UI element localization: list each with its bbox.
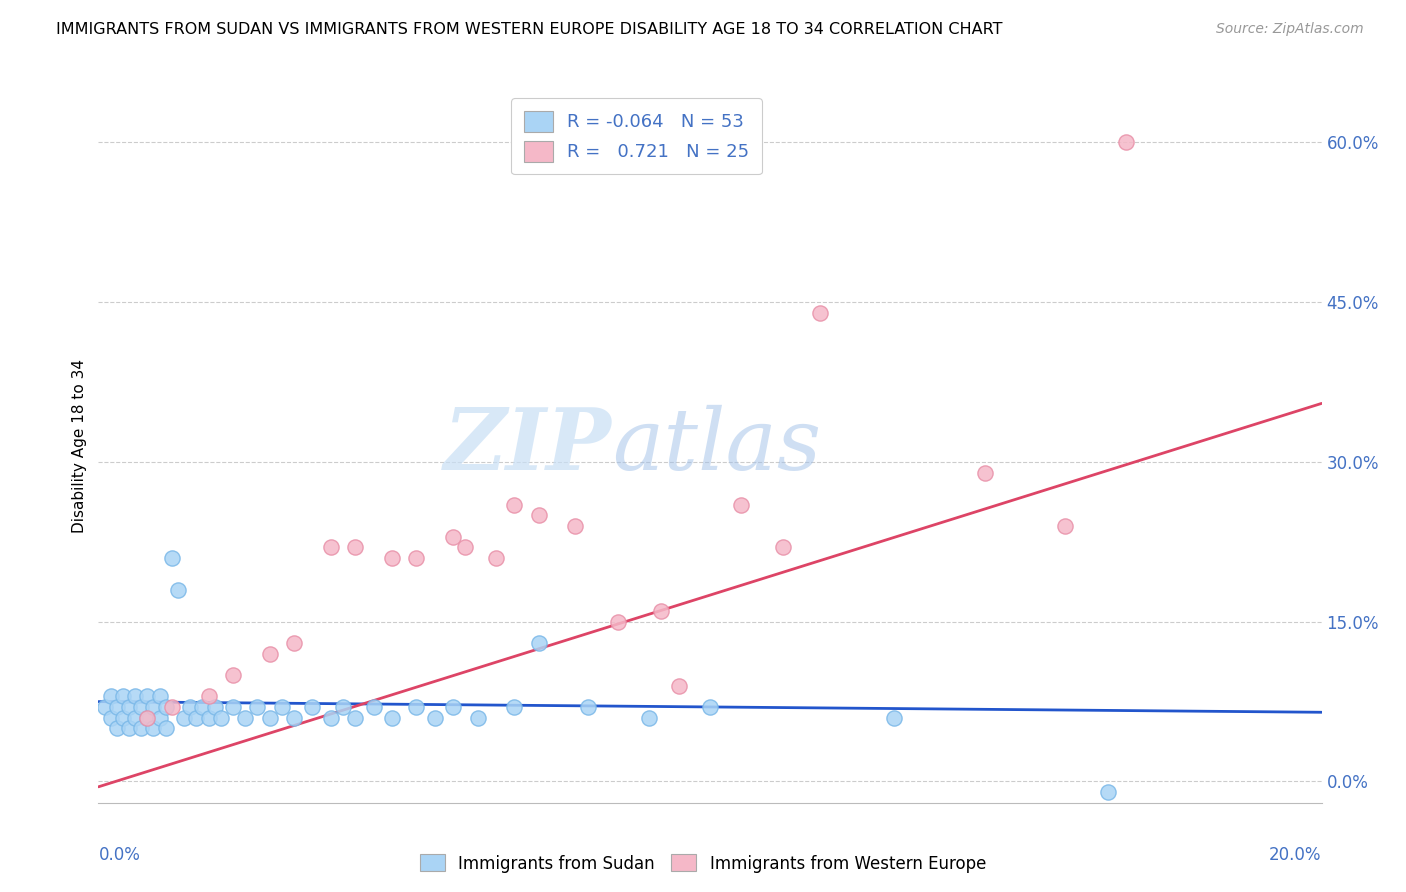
Legend: Immigrants from Sudan, Immigrants from Western Europe: Immigrants from Sudan, Immigrants from W… — [413, 847, 993, 880]
Point — [1097, 785, 1119, 799]
Point — [637, 710, 661, 724]
Point — [136, 710, 159, 724]
Point — [124, 690, 146, 704]
Point — [467, 710, 489, 724]
Point — [186, 710, 208, 724]
Point — [204, 700, 226, 714]
Point — [301, 700, 323, 714]
Point — [283, 710, 305, 724]
Point — [149, 710, 172, 724]
Point — [1115, 136, 1137, 150]
Text: IMMIGRANTS FROM SUDAN VS IMMIGRANTS FROM WESTERN EUROPE DISABILITY AGE 18 TO 34 : IMMIGRANTS FROM SUDAN VS IMMIGRANTS FROM… — [56, 22, 1002, 37]
Point — [136, 710, 159, 724]
Point — [344, 710, 367, 724]
Point — [160, 550, 183, 565]
Y-axis label: Disability Age 18 to 34: Disability Age 18 to 34 — [72, 359, 87, 533]
Point — [1053, 519, 1076, 533]
Point — [209, 710, 232, 724]
Text: 0.0%: 0.0% — [98, 846, 141, 863]
Point — [503, 700, 526, 714]
Point — [319, 710, 342, 724]
Point — [197, 710, 219, 724]
Point — [405, 550, 427, 565]
Point — [808, 306, 831, 320]
Point — [93, 700, 115, 714]
Text: 20.0%: 20.0% — [1270, 846, 1322, 863]
Point — [405, 700, 427, 714]
Point — [576, 700, 599, 714]
Point — [441, 700, 464, 714]
Point — [527, 508, 550, 523]
Point — [129, 700, 152, 714]
Point — [111, 710, 134, 724]
Point — [100, 690, 122, 704]
Point — [381, 710, 404, 724]
Point — [111, 690, 134, 704]
Point — [197, 690, 219, 704]
Point — [124, 710, 146, 724]
Point — [129, 721, 152, 735]
Point — [246, 700, 269, 714]
Point — [650, 604, 672, 618]
Point — [363, 700, 385, 714]
Point — [699, 700, 721, 714]
Point — [155, 721, 177, 735]
Point — [270, 700, 292, 714]
Point — [454, 540, 477, 554]
Point — [222, 668, 245, 682]
Point — [191, 700, 214, 714]
Point — [441, 529, 464, 543]
Point — [100, 710, 122, 724]
Point — [118, 700, 141, 714]
Text: atlas: atlas — [612, 405, 821, 487]
Point — [564, 519, 586, 533]
Point — [259, 647, 281, 661]
Point — [772, 540, 794, 554]
Point — [883, 710, 905, 724]
Point — [105, 700, 128, 714]
Point — [319, 540, 342, 554]
Point — [167, 582, 190, 597]
Point — [607, 615, 630, 629]
Point — [105, 721, 128, 735]
Point — [283, 636, 305, 650]
Point — [233, 710, 256, 724]
Point — [485, 550, 508, 565]
Point — [222, 700, 245, 714]
Text: ZIP: ZIP — [444, 404, 612, 488]
Point — [173, 710, 195, 724]
Point — [142, 700, 165, 714]
Point — [149, 690, 172, 704]
Point — [668, 679, 690, 693]
Point — [344, 540, 367, 554]
Point — [527, 636, 550, 650]
Point — [259, 710, 281, 724]
Point — [974, 466, 997, 480]
Point — [730, 498, 752, 512]
Point — [381, 550, 404, 565]
Point — [155, 700, 177, 714]
Point — [503, 498, 526, 512]
Legend: R = -0.064   N = 53, R =   0.721   N = 25: R = -0.064 N = 53, R = 0.721 N = 25 — [512, 98, 762, 174]
Point — [136, 690, 159, 704]
Point — [332, 700, 354, 714]
Point — [142, 721, 165, 735]
Text: Source: ZipAtlas.com: Source: ZipAtlas.com — [1216, 22, 1364, 37]
Point — [423, 710, 446, 724]
Point — [118, 721, 141, 735]
Point — [179, 700, 201, 714]
Point — [160, 700, 183, 714]
